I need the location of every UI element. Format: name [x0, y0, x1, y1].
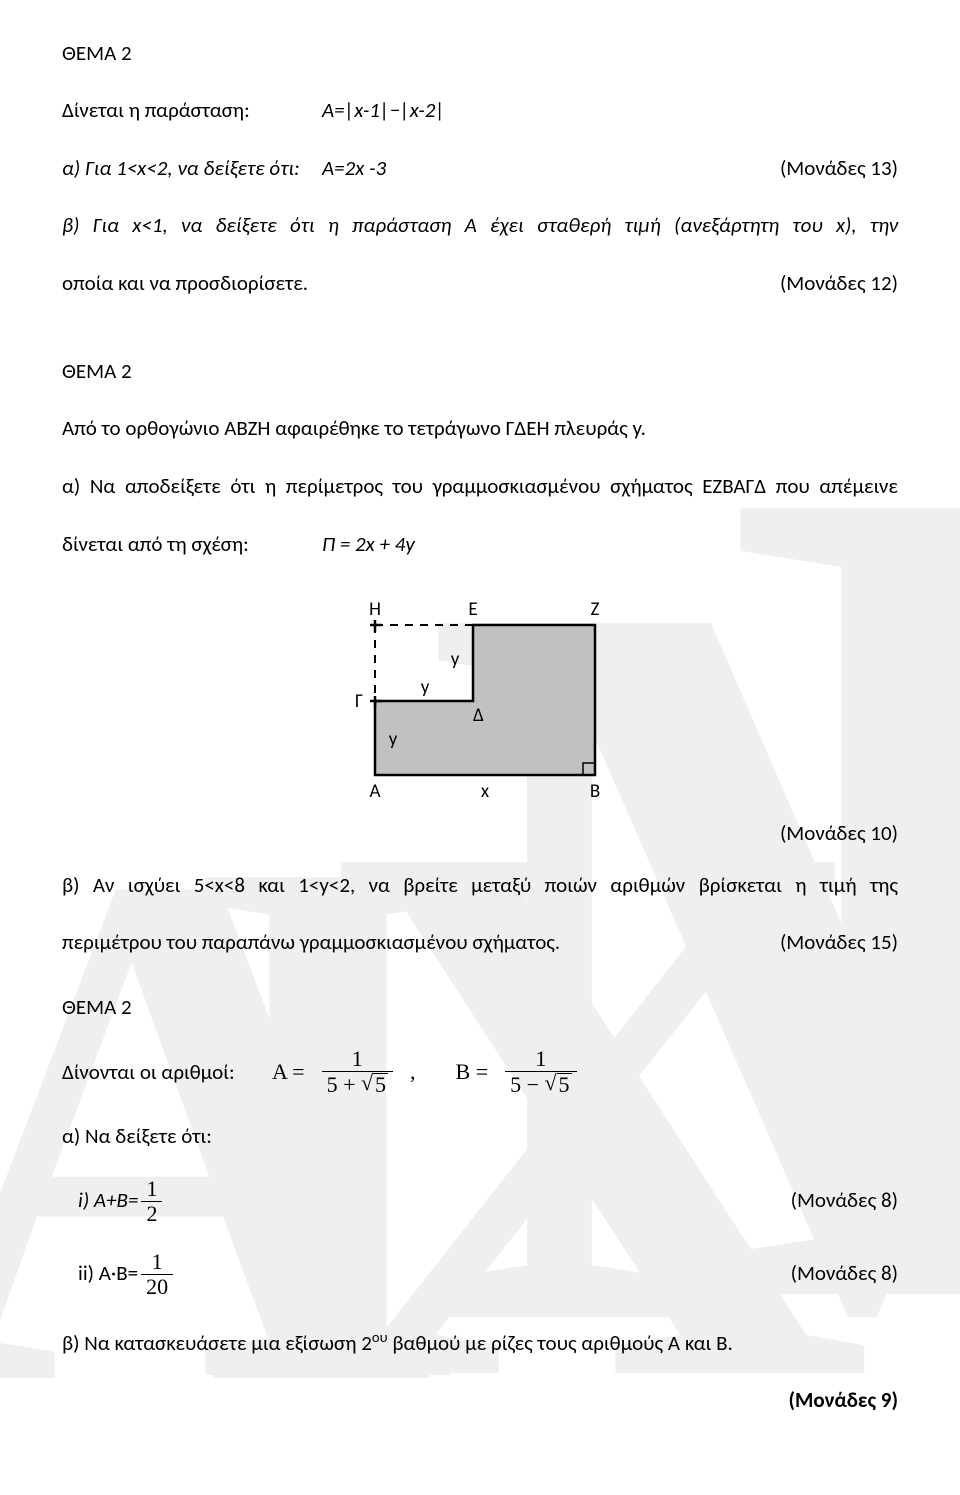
lbl-y-left: y [389, 728, 398, 751]
thema-title-1: ΘΕΜΑ 2 [62, 40, 898, 66]
t1-a-points: (Μονάδες 13) [780, 152, 898, 186]
thema-title-2: ΘΕΜΑ 2 [62, 358, 898, 384]
t3-B-root: 5 [557, 1073, 572, 1096]
t3-A-lhs: Α = [272, 1059, 305, 1085]
t3-b-points-row: (Μονάδες 9) [62, 1384, 898, 1418]
lbl-H: Η [369, 598, 381, 621]
t1-a-row: α) Για 1<x<2, να δείξετε ότι: Α=2x -3 (Μ… [62, 152, 898, 186]
t3-A-root: 5 [373, 1073, 388, 1096]
lbl-Z: Ζ [591, 598, 600, 621]
t3-B-den-txt: 5 − [510, 1072, 544, 1097]
lbl-D: Δ [473, 704, 484, 727]
t2-b-line2: περιμέτρου του παραπάνω γραμμοσκιασμένου… [62, 926, 560, 960]
t2-diagram: Η Ε Ζ Γ Δ Α Β x y y y [315, 585, 645, 815]
t3-given-label: Δίνονται οι αριθμοί: [62, 1059, 272, 1085]
t3-B-def: Β = 1 5 − 5 [456, 1048, 580, 1096]
lbl-x: x [481, 780, 490, 803]
document-content: ΘΕΜΑ 2 Δίνεται η παράσταση: Α=|x-1|−|x-2… [62, 40, 898, 1418]
t2-p2b-label: δίνεται από τη σχέση: [62, 528, 322, 562]
t3-b-sup: ου [372, 1328, 388, 1346]
t3-ii-points: (Μονάδες 8) [791, 1257, 898, 1291]
t3-comma: , [410, 1059, 416, 1085]
t1-b-row2: οποία και να προσδιορίσετε. (Μονάδες 12) [62, 267, 898, 301]
t2-diagram-wrapper: Η Ε Ζ Γ Δ Α Β x y y y [62, 585, 898, 815]
t3-b-text-row: β) Να κατασκευάσετε μια εξίσωση 2ου βαθμ… [62, 1326, 898, 1361]
t3-given-row: Δίνονται οι αριθμοί: Α = 1 5 + 5 , Β = [62, 1048, 898, 1096]
t3-i-num: 1 [141, 1178, 162, 1202]
t2-b-points: (Μονάδες 15) [780, 926, 898, 960]
t3-b-text2: βαθμού με ρίζες τους αριθμούς Α και Β. [388, 1330, 733, 1356]
t3-b-text: β) Να κατασκευάσετε μια εξίσωση 2 [62, 1330, 372, 1356]
lbl-G: Γ [355, 690, 363, 713]
sqrt-icon: 5 [545, 1073, 572, 1096]
t2-a-points-row: (Μονάδες 10) [62, 817, 898, 851]
lbl-E: Ε [468, 598, 477, 621]
lbl-B: Β [590, 780, 600, 803]
lbl-y-right: y [451, 648, 460, 671]
t3-ii-label: ii) A·B= [78, 1257, 138, 1291]
t3-ii-frac: 1 20 [141, 1251, 173, 1298]
t1-b-line1: β) Για x<1, να δείξετε ότι η παράσταση Α… [62, 209, 898, 243]
sqrt-icon: 5 [361, 1073, 388, 1096]
t1-b-points: (Μονάδες 12) [780, 267, 898, 301]
t3-i-row: i) Α+Β= 1 2 (Μονάδες 8) [62, 1178, 898, 1225]
t3-show-label: α) Να δείξετε ότι: [62, 1120, 898, 1154]
t1-given-label: Δίνεται η παράσταση: [62, 94, 322, 128]
t3-A-den-txt: 5 + [327, 1072, 361, 1097]
t3-i-frac: 1 2 [141, 1178, 162, 1225]
t2-p2b-eq: Π = 2x + 4y [322, 528, 415, 562]
lbl-A: Α [370, 780, 381, 803]
t3-A-num: 1 [322, 1048, 393, 1072]
t3-b-points: (Μονάδες 9) [788, 1387, 898, 1413]
t2-a-points: (Μονάδες 10) [780, 820, 898, 846]
t3-B-den: 5 − 5 [505, 1072, 576, 1096]
t2-b-line1: β) Αν ισχύει 5<x<8 και 1<y<2, να βρείτε … [62, 869, 898, 903]
t3-B-frac: 1 5 − 5 [505, 1048, 576, 1096]
t1-b-line2: οποία και να προσδιορίσετε. [62, 267, 308, 301]
t2-p2a: α) Να αποδείξετε ότι η περίμετρος του γρ… [62, 470, 898, 504]
t1-given-expr: Α=|x-1|−|x-2| [322, 94, 445, 128]
t3-A-den: 5 + 5 [322, 1072, 393, 1096]
t3-A-frac: 1 5 + 5 [322, 1048, 393, 1096]
t3-ii-num: 1 [141, 1251, 173, 1275]
thema-title-3: ΘΕΜΑ 2 [62, 994, 898, 1020]
t3-B-lhs: Β = [456, 1059, 489, 1085]
t1-given-row: Δίνεται η παράσταση: Α=|x-1|−|x-2| [62, 94, 898, 128]
t3-ii-den: 20 [141, 1275, 173, 1298]
t3-B-num: 1 [505, 1048, 576, 1072]
t3-A-def: Α = 1 5 + 5 , [272, 1048, 416, 1096]
t1-a-eq: Α=2x -3 [322, 152, 462, 186]
t2-p1: Από το ορθογώνιο ΑΒΖΗ αφαιρέθηκε το τετρ… [62, 412, 898, 446]
t1-a-label: α) Για 1<x<2, να δείξετε ότι: [62, 152, 322, 186]
diagram-shape [375, 625, 595, 775]
t3-i-den: 2 [141, 1202, 162, 1225]
t3-ii-row: ii) A·B= 1 20 (Μονάδες 8) [62, 1251, 898, 1298]
lbl-y-bottom: y [421, 676, 430, 699]
t2-eq-row: δίνεται από τη σχέση: Π = 2x + 4y [62, 528, 898, 562]
t3-i-label: i) Α+Β= [78, 1184, 138, 1218]
t3-i-points: (Μονάδες 8) [791, 1184, 898, 1218]
t2-b-row2: περιμέτρου του παραπάνω γραμμοσκιασμένου… [62, 926, 898, 960]
